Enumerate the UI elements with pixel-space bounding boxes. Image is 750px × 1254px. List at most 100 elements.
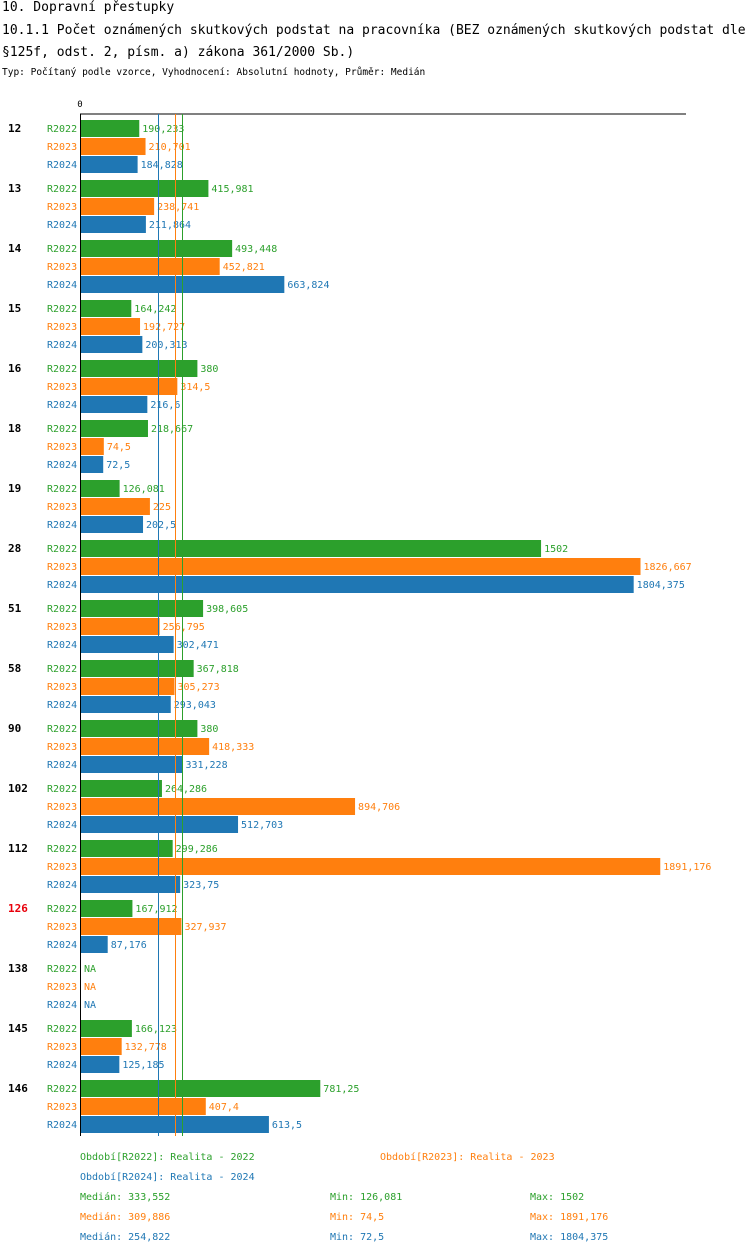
series-label-R2023: R2023 <box>47 682 77 693</box>
series-label-R2022: R2022 <box>47 604 77 615</box>
bar-18-R2022 <box>81 420 148 437</box>
legend-median-R2024: Medián: 254,822 <box>80 1231 170 1243</box>
value-label-90-R2024: 331,228 <box>185 760 227 771</box>
group-label-16: 16 <box>8 362 22 375</box>
series-label-R2024: R2024 <box>47 640 77 651</box>
series-label-R2023: R2023 <box>47 802 77 813</box>
legend-max-R2024: Max: 1804,375 <box>530 1232 608 1243</box>
bar-12-R2023 <box>81 138 146 155</box>
series-label-R2024: R2024 <box>47 1060 77 1071</box>
series-label-R2022: R2022 <box>47 664 77 675</box>
legend-max-R2022: Max: 1502 <box>530 1192 584 1203</box>
series-label-R2022: R2022 <box>47 1024 77 1035</box>
bar-18-R2024 <box>81 456 104 473</box>
x-axis-zero-label: 0 <box>77 100 82 110</box>
group-label-146: 146 <box>8 1082 28 1095</box>
bar-112-R2023 <box>81 858 661 875</box>
bar-13-R2023 <box>81 198 155 215</box>
bar-18-R2023 <box>81 438 104 455</box>
series-label-R2023: R2023 <box>47 202 77 213</box>
bar-28-R2022 <box>81 540 542 557</box>
chart-subtitle: Typ: Počítaný podle vzorce, Vyhodnocení:… <box>2 67 426 78</box>
value-label-18-R2024: 72,5 <box>106 460 130 471</box>
group-label-13: 13 <box>8 182 21 195</box>
bar-90-R2022 <box>81 720 198 737</box>
value-label-18-R2022: 218,667 <box>151 424 193 435</box>
value-label-126-R2022: 167,912 <box>135 904 177 915</box>
value-label-12-R2023: 210,701 <box>149 142 191 153</box>
value-label-146-R2022: 781,25 <box>323 1084 359 1095</box>
section-title: 10. Dopravní přestupky <box>2 0 175 15</box>
legend-min-R2022: Min: 126,081 <box>330 1192 402 1203</box>
series-label-R2023: R2023 <box>47 562 77 573</box>
group-label-15: 15 <box>8 302 21 315</box>
bar-13-R2024 <box>81 216 146 233</box>
legend-period-R2024: Období[R2024]: Realita - 2024 <box>80 1171 255 1183</box>
value-label-112-R2023: 1891,176 <box>663 862 711 873</box>
series-label-R2022: R2022 <box>47 904 77 915</box>
bar-102-R2022 <box>81 780 162 797</box>
group-label-18: 18 <box>8 422 21 435</box>
bar-112-R2024 <box>81 876 181 893</box>
series-label-R2023: R2023 <box>47 982 77 993</box>
value-label-58-R2024: 293,043 <box>174 700 216 711</box>
value-label-145-R2023: 132,778 <box>125 1042 167 1053</box>
series-label-R2024: R2024 <box>47 220 77 231</box>
legend-median-R2022: Medián: 333,552 <box>80 1191 170 1203</box>
series-label-R2024: R2024 <box>47 700 77 711</box>
series-label-R2023: R2023 <box>47 1102 77 1113</box>
series-label-R2024: R2024 <box>47 760 77 771</box>
group-label-102: 102 <box>8 782 28 795</box>
bar-102-R2023 <box>81 798 356 815</box>
bar-146-R2022 <box>81 1080 321 1097</box>
group-label-51: 51 <box>8 602 22 615</box>
value-label-13-R2024: 211,864 <box>149 220 191 231</box>
series-label-R2022: R2022 <box>47 724 77 735</box>
value-label-126-R2024: 87,176 <box>111 940 147 951</box>
group-label-19: 19 <box>8 482 21 495</box>
bar-14-R2023 <box>81 258 220 275</box>
series-label-R2022: R2022 <box>47 844 77 855</box>
value-label-28-R2024: 1804,375 <box>637 580 685 591</box>
bar-28-R2023 <box>81 558 641 575</box>
value-label-16-R2023: 314,5 <box>180 382 210 393</box>
bar-16-R2023 <box>81 378 178 395</box>
series-label-R2023: R2023 <box>47 862 77 873</box>
value-label-138-R2023: NA <box>84 982 96 993</box>
value-label-102-R2022: 264,286 <box>165 784 207 795</box>
group-label-58: 58 <box>8 662 21 675</box>
value-label-146-R2024: 613,5 <box>272 1120 302 1131</box>
value-label-14-R2024: 663,824 <box>287 280 329 291</box>
value-label-14-R2022: 493,448 <box>235 244 277 255</box>
series-label-R2024: R2024 <box>47 340 77 351</box>
bar-12-R2022 <box>81 120 140 137</box>
value-label-126-R2023: 327,937 <box>184 922 226 933</box>
series-label-R2024: R2024 <box>47 280 77 291</box>
group-label-14: 14 <box>8 242 22 255</box>
bar-19-R2022 <box>81 480 120 497</box>
legend-period-R2022: Období[R2022]: Realita - 2022 <box>80 1151 255 1163</box>
series-label-R2023: R2023 <box>47 262 77 273</box>
series-label-R2022: R2022 <box>47 184 77 195</box>
bar-51-R2022 <box>81 600 204 617</box>
series-label-R2022: R2022 <box>47 784 77 795</box>
bar-145-R2022 <box>81 1020 132 1037</box>
bar-19-R2023 <box>81 498 150 515</box>
group-label-12: 12 <box>8 122 21 135</box>
value-label-19-R2022: 126,081 <box>123 484 165 495</box>
bar-58-R2022 <box>81 660 194 677</box>
bar-28-R2024 <box>81 576 634 593</box>
series-label-R2022: R2022 <box>47 124 77 135</box>
series-label-R2024: R2024 <box>47 520 77 531</box>
legend-min-R2023: Min: 74,5 <box>330 1212 384 1223</box>
bar-90-R2024 <box>81 756 183 773</box>
value-label-15-R2023: 192,727 <box>143 322 185 333</box>
value-label-15-R2022: 164,242 <box>134 304 176 315</box>
legend-max-R2023: Max: 1891,176 <box>530 1212 608 1223</box>
group-label-126: 126 <box>8 902 28 915</box>
series-label-R2024: R2024 <box>47 940 77 951</box>
value-label-14-R2023: 452,821 <box>223 262 265 273</box>
value-label-13-R2023: 238,741 <box>157 202 199 213</box>
bar-112-R2022 <box>81 840 173 857</box>
bar-126-R2024 <box>81 936 108 953</box>
